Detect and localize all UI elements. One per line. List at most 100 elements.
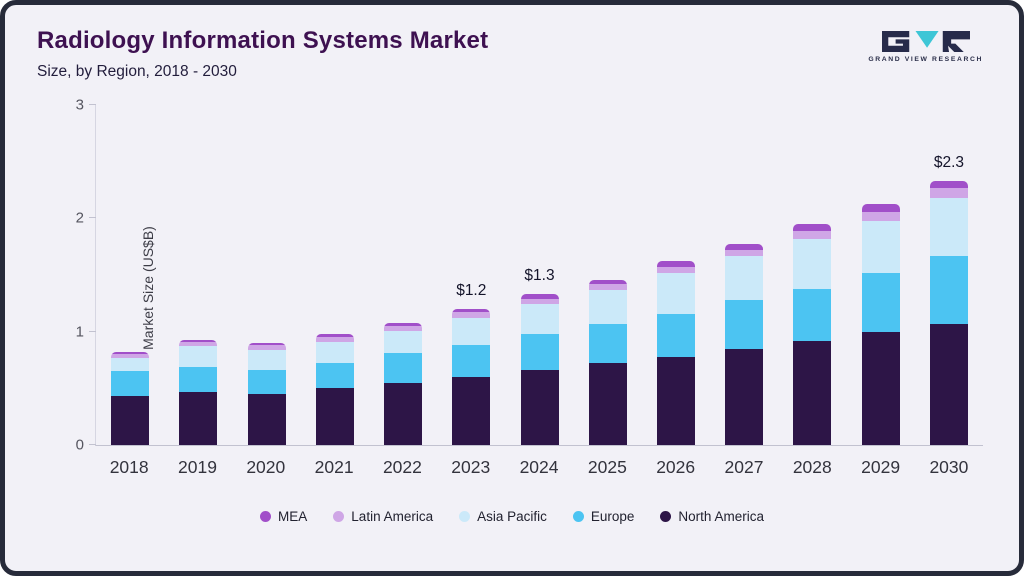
legend-dot-north-america — [660, 511, 672, 522]
bar-segment-latin-america — [588, 284, 627, 290]
legend: MEA Latin America Asia Pacific Europe North … — [5, 509, 1019, 524]
legend-item-mea: MEA — [260, 509, 307, 524]
bar-segment-europe — [656, 313, 695, 357]
bar-segment-north-america — [929, 323, 968, 445]
bar-segment-mea — [588, 279, 627, 285]
bar-segment-north-america — [452, 377, 491, 445]
bar-segment-asia-pacific — [588, 289, 627, 324]
bar-segment-mea — [315, 333, 354, 338]
bar-segment-europe — [111, 371, 150, 397]
legend-item-north-america: North America — [660, 509, 764, 524]
legend-dot-asia-pacific — [459, 511, 471, 522]
bar-segment-north-america — [656, 356, 695, 445]
bar-segment-latin-america — [247, 345, 286, 350]
bar-stack-2021 — [315, 333, 354, 445]
bar-stack-2023 — [452, 309, 491, 445]
page-title: Radiology Information Systems Market — [37, 27, 489, 54]
bar-segment-north-america — [247, 394, 286, 445]
x-axis-label-2024: 2024 — [519, 457, 559, 477]
bar-segment-europe — [315, 363, 354, 389]
x-axis-label-2026: 2026 — [656, 457, 696, 477]
x-axis-label-2025: 2025 — [587, 457, 627, 477]
bar-segment-europe — [179, 366, 218, 392]
bar-segment-asia-pacific — [861, 220, 900, 273]
bar-segment-latin-america — [929, 187, 968, 198]
x-axis-label-2018: 2018 — [109, 457, 149, 477]
bar-segment-north-america — [588, 363, 627, 445]
value-label-2023: $1.2 — [456, 282, 487, 299]
bar-2023: $1.2 — [437, 105, 505, 445]
bar-segment-mea — [861, 203, 900, 212]
bar-stack-2024 — [520, 294, 559, 445]
legend-item-asia-pacific: Asia Pacific — [459, 509, 547, 524]
legend-label-latin-america: Latin America — [351, 509, 434, 524]
bar-segment-europe — [725, 299, 764, 349]
bar-stack-2029 — [861, 203, 900, 445]
bar-stack-2028 — [793, 224, 832, 445]
x-axis-label-2020: 2020 — [246, 457, 286, 477]
bar-segment-asia-pacific — [247, 349, 286, 371]
y-tick-mark — [89, 330, 96, 332]
bar-segment-asia-pacific — [452, 318, 491, 346]
bar-segment-asia-pacific — [179, 346, 218, 367]
bar-stack-2030 — [929, 180, 968, 445]
bar-segment-mea — [452, 309, 491, 313]
bar-2025 — [574, 105, 642, 445]
bar-2026 — [642, 105, 710, 445]
value-label-2030: $2.3 — [933, 153, 965, 171]
bar-segment-asia-pacific — [793, 238, 832, 289]
bar-segment-latin-america — [111, 354, 150, 358]
bar-segment-mea — [179, 339, 218, 342]
bar-segment-mea — [929, 180, 968, 188]
y-tick-label: 3 — [75, 96, 84, 114]
bar-segment-mea — [247, 343, 286, 346]
bar-segment-asia-pacific — [725, 255, 764, 300]
bar-segment-north-america — [179, 391, 218, 445]
bar-segment-europe — [452, 345, 491, 377]
bar-segment-north-america — [793, 340, 832, 445]
bar-segment-mea — [111, 352, 150, 355]
bar-2029 — [847, 105, 915, 445]
bar-segment-europe — [861, 272, 900, 332]
bar-segment-latin-america — [384, 326, 423, 331]
bar-segment-mea — [384, 322, 423, 327]
title-block: Radiology Information Systems Market Siz… — [37, 27, 488, 81]
bar-segment-europe — [520, 333, 559, 371]
y-tick-mark — [89, 217, 96, 219]
x-axis-label-2029: 2029 — [861, 457, 901, 477]
legend-label-mea: MEA — [278, 509, 308, 524]
x-axis-label-2023: 2023 — [451, 457, 491, 477]
bar-segment-asia-pacific — [384, 330, 423, 354]
bar-segment-latin-america — [725, 250, 764, 256]
legend-item-latin-america: Latin America — [333, 509, 433, 524]
bar-segment-mea — [725, 244, 764, 251]
bar-segment-north-america — [520, 370, 559, 445]
bar-segment-europe — [929, 255, 968, 324]
bar-segment-north-america — [725, 348, 764, 445]
bar-stack-2026 — [656, 261, 695, 445]
legend-label-north-america: North America — [678, 509, 764, 524]
bar-stack-2025 — [588, 279, 627, 445]
bar-2028 — [778, 105, 846, 445]
bar-segment-asia-pacific — [315, 341, 354, 364]
x-axis-label-2028: 2028 — [792, 457, 832, 477]
y-tick-mark — [89, 104, 96, 105]
bar-2030: $2.3 — [915, 105, 983, 445]
bar-2018 — [96, 105, 164, 445]
bar-segment-europe — [247, 370, 286, 394]
legend-dot-europe — [572, 511, 584, 522]
legend-label-europe: Europe — [590, 509, 635, 524]
logo-text: GRAND VIEW RESEARCH — [868, 56, 983, 63]
grand-view-research-logo: GRAND VIEW RESEARCH — [868, 31, 983, 63]
y-tick-label: 1 — [75, 323, 84, 341]
bar-segment-north-america — [384, 382, 423, 445]
bar-stack-2019 — [179, 339, 218, 445]
x-axis-label-2021: 2021 — [314, 457, 354, 477]
bar-2024: $1.3 — [505, 105, 573, 445]
legend-dot-latin-america — [333, 511, 345, 522]
bar-segment-europe — [384, 353, 423, 383]
bar-segment-latin-america — [520, 298, 559, 305]
bar-stack-2020 — [247, 343, 286, 445]
